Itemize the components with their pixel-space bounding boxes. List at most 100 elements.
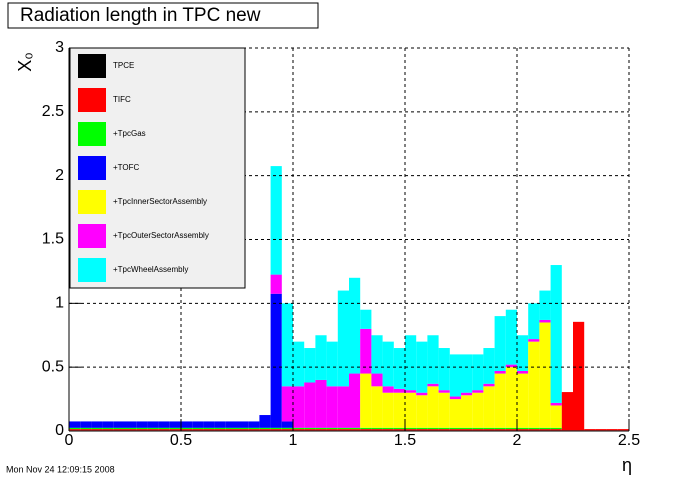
histogram-bar (371, 386, 383, 428)
histogram-bar (483, 348, 495, 384)
histogram-bar (360, 427, 372, 430)
histogram-bar (427, 429, 439, 431)
histogram-bar (427, 386, 439, 428)
histogram-bar (315, 429, 327, 431)
histogram-bar (461, 354, 473, 393)
x-tick-label: 1 (289, 432, 298, 449)
histogram-bar (494, 429, 506, 431)
histogram-bar (449, 427, 461, 430)
histogram-bar (550, 405, 562, 428)
histogram-bar (393, 388, 405, 393)
histogram-bar (91, 421, 103, 428)
histogram-bar (192, 421, 204, 428)
histogram-bar (259, 429, 271, 431)
y-tick-label: 3 (55, 39, 64, 56)
legend-swatch (78, 156, 106, 180)
histogram-bar (169, 427, 181, 430)
histogram-bar (69, 429, 81, 431)
histogram-bar (449, 396, 461, 400)
histogram-bar (281, 421, 293, 428)
histogram-bar (483, 383, 495, 387)
legend-label: +TpcOuterSectorAssembly (113, 231, 209, 240)
legend-label: +TpcGas (113, 129, 146, 138)
x-tick-label: 2 (513, 432, 522, 449)
x-tick-label: 1.5 (394, 432, 416, 449)
histogram-bar (203, 429, 215, 431)
histogram-bar (360, 309, 372, 329)
x-axis-label: η (622, 455, 632, 475)
histogram-bar (136, 429, 148, 431)
histogram-bar (225, 421, 237, 428)
histogram-bar (315, 427, 327, 430)
histogram-bar (304, 382, 316, 428)
histogram-bar (461, 395, 473, 428)
histogram-bar (169, 429, 181, 431)
histogram-bar (326, 427, 338, 430)
histogram-bar (528, 429, 540, 431)
histogram-bar (461, 427, 473, 430)
histogram-bar (438, 392, 450, 428)
histogram-bar (438, 390, 450, 393)
legend-swatch (78, 258, 106, 282)
histogram-bar (337, 427, 349, 430)
legend-label: +TpcWheelAssembly (113, 265, 188, 274)
histogram-bar (371, 335, 383, 374)
histogram-bar (393, 392, 405, 428)
histogram-bar (483, 386, 495, 428)
histogram-bar (438, 427, 450, 430)
histogram-bar (494, 370, 506, 374)
histogram-bar (214, 429, 226, 431)
title-box (7, 2, 319, 29)
histogram-bar (449, 399, 461, 428)
histogram-bar (539, 290, 551, 320)
histogram-bar (349, 429, 361, 431)
histogram-bar (382, 341, 394, 387)
histogram-bar (528, 341, 540, 428)
histogram-bar (461, 392, 473, 396)
histogram-bar (349, 427, 361, 430)
histogram-bar (304, 429, 316, 431)
histogram-bar (550, 265, 562, 403)
histogram-bar (337, 429, 349, 431)
histogram-bar (561, 392, 573, 431)
histogram-bar (113, 429, 125, 431)
histogram-bar (517, 427, 529, 430)
histogram-bar (337, 290, 349, 387)
histogram-bar (270, 427, 282, 430)
histogram-bar (505, 367, 517, 428)
histogram-bar (169, 421, 181, 428)
histogram-bar (573, 321, 585, 431)
chart-title: Radiation length in TPC new (20, 5, 261, 26)
histogram-bar (192, 427, 204, 430)
histogram-bar (427, 383, 439, 387)
histogram-bar (113, 421, 125, 428)
legend-swatch (78, 224, 106, 248)
histogram-bar (371, 373, 383, 387)
histogram-bar (270, 429, 282, 431)
histogram-bar (248, 429, 260, 431)
histogram-bar (203, 427, 215, 430)
histogram-bar (125, 429, 137, 431)
histogram-bar (225, 429, 237, 431)
histogram-bar (270, 166, 282, 275)
y-tick-label: 0.5 (42, 358, 64, 375)
histogram-bar (539, 319, 551, 323)
histogram-bar (69, 421, 81, 428)
histogram-bar (617, 429, 629, 431)
histogram-bar (382, 386, 394, 393)
legend-swatch (78, 122, 106, 146)
histogram-bar (416, 429, 428, 431)
legend-swatch (78, 54, 106, 78)
histogram-bar (517, 335, 529, 371)
histogram-bar (102, 427, 114, 430)
histogram-bar (584, 429, 596, 431)
histogram-bar (237, 427, 249, 430)
histogram-bar (528, 303, 540, 340)
histogram-bar (539, 322, 551, 428)
histogram-bar (438, 348, 450, 391)
plot-area (69, 166, 629, 431)
histogram-bar (505, 429, 517, 431)
histogram-bar (405, 392, 417, 428)
histogram-bar (248, 427, 260, 430)
